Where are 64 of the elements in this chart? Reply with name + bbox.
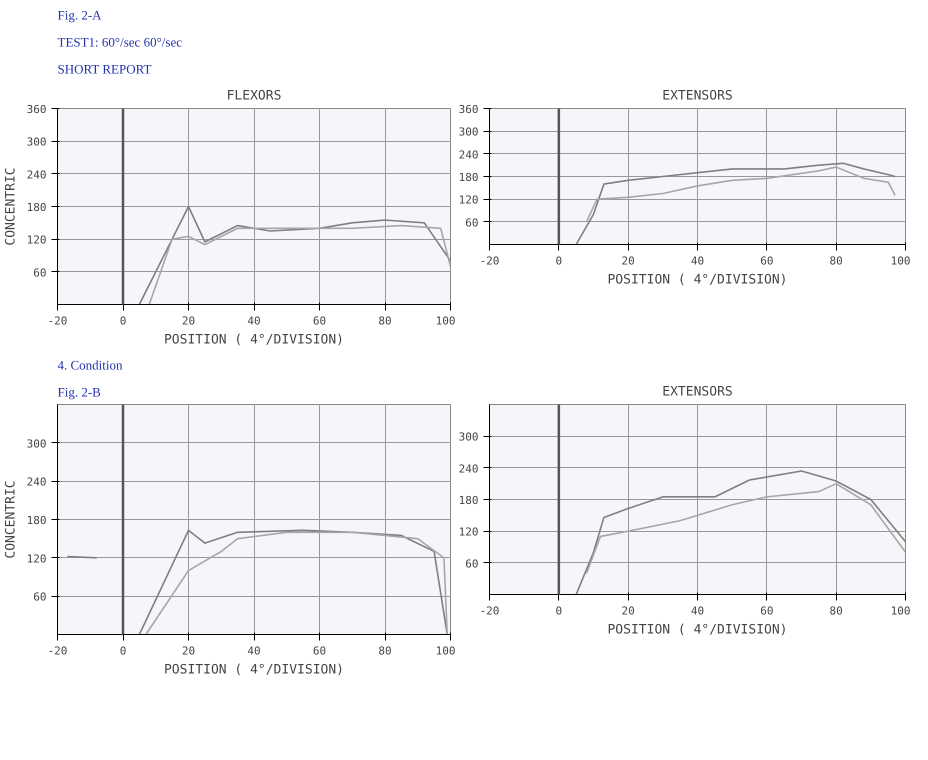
x-tick-label: 100	[890, 604, 911, 618]
x-tick-label: -20	[48, 644, 68, 658]
caption: Fig. 2-A	[58, 8, 102, 22]
x-tick-label: 80	[378, 644, 392, 658]
x-tick-label: 100	[436, 314, 456, 328]
y-tick-label: 120	[458, 194, 479, 207]
x-tick-label: 100	[436, 644, 456, 658]
y-tick-label: 120	[458, 526, 479, 539]
x-tick-label: 60	[312, 314, 326, 328]
x-tick-label: 20	[622, 604, 635, 618]
y-tick-label: 300	[26, 136, 47, 149]
x-tick-label: 20	[182, 644, 196, 658]
x-tick-label: 40	[690, 254, 704, 268]
y-tick-label: 120	[26, 552, 47, 566]
x-tick-label: 0	[556, 604, 562, 618]
x-tick-label: 80	[378, 314, 392, 328]
y-tick-label: 300	[458, 430, 479, 444]
y-tick-label: 240	[458, 462, 479, 476]
x-axis-title: POSITION ( 4°/DIVISION)	[607, 622, 788, 638]
x-tick-label: 40	[247, 644, 261, 658]
x-tick-label: 40	[247, 314, 261, 328]
y-tick-label: 60	[33, 590, 47, 604]
x-tick-label: -20	[480, 604, 500, 618]
text: SHORT REPORT	[58, 62, 152, 76]
x-tick-label: 20	[182, 314, 196, 328]
y-tick-label: 240	[26, 476, 47, 489]
x-tick-label: 100	[890, 254, 911, 268]
y-tick-label: 60	[33, 266, 47, 280]
chart-title: EXTENSORS	[662, 88, 733, 104]
y-tick-label: 180	[26, 201, 47, 214]
x-tick-label: 0	[120, 644, 126, 658]
x-axis-title: POSITION ( 4°/DIVISION)	[607, 272, 788, 288]
y-tick-label: 60	[465, 557, 479, 570]
x-tick-label: 80	[830, 604, 843, 618]
x-axis-title: POSITION ( 4°/DIVISION)	[164, 662, 344, 678]
y-tick-label: 120	[26, 234, 47, 247]
x-tick-label: 80	[830, 254, 843, 268]
y-tick-label: 180	[458, 171, 479, 184]
x-tick-label: -20	[480, 254, 500, 268]
caption: Fig. 2-B	[58, 384, 102, 400]
x-tick-label: 60	[312, 644, 326, 658]
text: 4. Condition	[58, 358, 124, 372]
y-tick-label: 180	[26, 514, 47, 527]
chart-title: EXTENSORS	[662, 384, 733, 400]
y-axis-title: CONCENTRIC	[4, 167, 19, 246]
y-tick-label: 300	[26, 437, 47, 450]
y-tick-label: 180	[458, 494, 479, 507]
y-tick-label: 240	[26, 168, 47, 182]
y-tick-label: 300	[458, 126, 479, 139]
x-tick-label: 40	[690, 604, 704, 618]
y-tick-label: 60	[465, 216, 479, 230]
text: TEST1: 60°/sec 60°/sec	[58, 34, 182, 50]
y-tick-label: 360	[26, 103, 47, 116]
x-axis-title: POSITION ( 4°/DIVISION)	[164, 332, 344, 348]
y-axis-title: CONCENTRIC	[4, 480, 19, 559]
x-tick-label: 0	[120, 314, 126, 328]
x-tick-label: 60	[760, 604, 774, 618]
y-tick-label: 240	[458, 148, 479, 162]
x-tick-label: 0	[556, 254, 562, 268]
y-tick-label: 360	[458, 103, 479, 116]
chart-title: FLEXORS	[226, 88, 282, 104]
x-tick-label: 20	[622, 254, 635, 268]
x-tick-label: 60	[760, 254, 774, 268]
x-tick-label: -20	[48, 314, 68, 328]
